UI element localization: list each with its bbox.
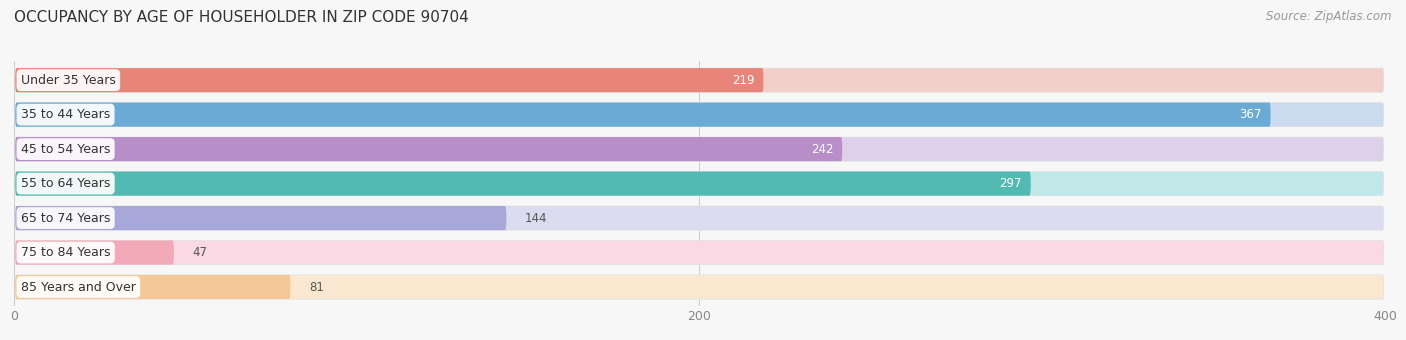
FancyBboxPatch shape <box>15 137 1384 161</box>
FancyBboxPatch shape <box>15 206 506 230</box>
FancyBboxPatch shape <box>15 172 1031 195</box>
Text: 45 to 54 Years: 45 to 54 Years <box>21 142 110 156</box>
FancyBboxPatch shape <box>15 103 1271 127</box>
FancyBboxPatch shape <box>15 275 1384 299</box>
Text: 297: 297 <box>1000 177 1022 190</box>
FancyBboxPatch shape <box>15 172 1384 195</box>
Text: 242: 242 <box>811 142 834 156</box>
Text: 55 to 64 Years: 55 to 64 Years <box>21 177 110 190</box>
Text: 75 to 84 Years: 75 to 84 Years <box>21 246 111 259</box>
Text: Under 35 Years: Under 35 Years <box>21 74 115 87</box>
FancyBboxPatch shape <box>15 275 291 299</box>
Text: OCCUPANCY BY AGE OF HOUSEHOLDER IN ZIP CODE 90704: OCCUPANCY BY AGE OF HOUSEHOLDER IN ZIP C… <box>14 10 468 25</box>
FancyBboxPatch shape <box>15 240 1384 265</box>
Text: 367: 367 <box>1239 108 1261 121</box>
FancyBboxPatch shape <box>15 68 1384 92</box>
FancyBboxPatch shape <box>15 68 763 92</box>
Text: 85 Years and Over: 85 Years and Over <box>21 280 136 293</box>
Text: 47: 47 <box>193 246 207 259</box>
Text: 81: 81 <box>309 280 323 293</box>
Text: 219: 219 <box>731 74 754 87</box>
FancyBboxPatch shape <box>15 103 1384 127</box>
Text: 35 to 44 Years: 35 to 44 Years <box>21 108 110 121</box>
Text: Source: ZipAtlas.com: Source: ZipAtlas.com <box>1267 10 1392 23</box>
FancyBboxPatch shape <box>15 240 174 265</box>
Text: 144: 144 <box>524 211 547 225</box>
Text: 65 to 74 Years: 65 to 74 Years <box>21 211 110 225</box>
FancyBboxPatch shape <box>15 137 842 161</box>
FancyBboxPatch shape <box>15 206 1384 230</box>
